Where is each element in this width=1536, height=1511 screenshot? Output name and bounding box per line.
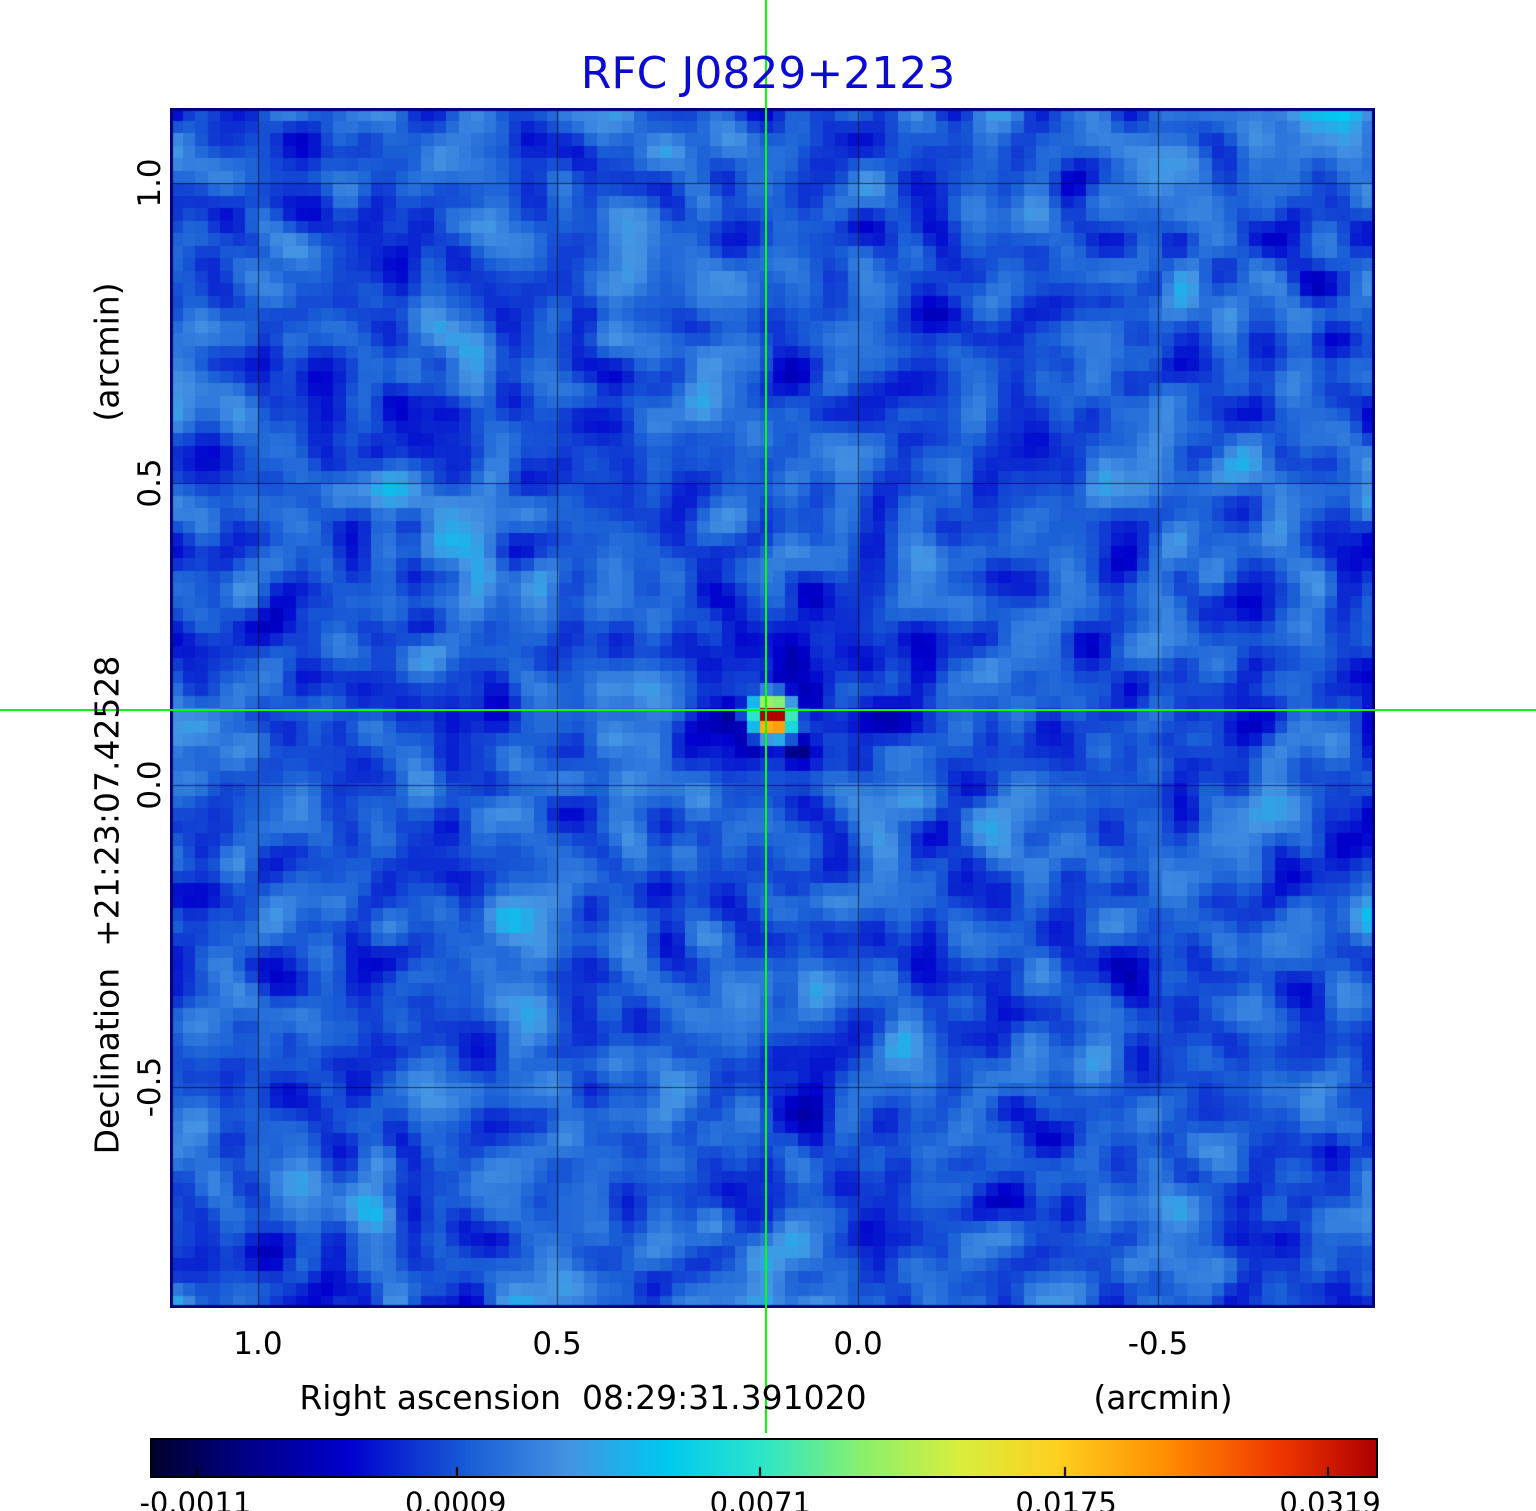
crosshair-vertical-line [765, 0, 767, 1433]
x-axis-tick-label: 0.0 [833, 1326, 883, 1362]
crosshair-horizontal-line [0, 709, 1536, 711]
colorbar-gradient-canvas [152, 1440, 1376, 1476]
colorbar-tick-label: -0.0011 [139, 1486, 252, 1511]
colorbar-tick-label: 0.0175 [1015, 1486, 1117, 1511]
y-axis-unit-label: (arcmin) [87, 282, 127, 422]
colorbar [150, 1438, 1378, 1478]
colorbar-tick-label: 0.0009 [405, 1486, 507, 1511]
colorbar-tick-label: 0.0319 [1279, 1486, 1381, 1511]
sky-map-frame [170, 108, 1375, 1308]
x-axis-unit-label: (arcmin) [1093, 1378, 1233, 1417]
x-axis-label-right-ascension: Right ascension 08:29:31.391020 [299, 1378, 867, 1417]
sky-map-canvas [170, 108, 1375, 1308]
y-axis-tick-label: -0.5 [132, 1056, 168, 1118]
x-axis-tick-label: 1.0 [233, 1326, 283, 1362]
y-axis-tick-label: 1.0 [132, 158, 168, 208]
colorbar-tick-label: 0.0071 [709, 1486, 812, 1511]
y-axis-label-declination: Declination +21:23:07.42528 [87, 655, 127, 1155]
x-axis-tick-label: -0.5 [1127, 1326, 1189, 1362]
y-axis-tick-label: 0.0 [132, 760, 168, 810]
x-axis-tick-label: 0.5 [532, 1326, 582, 1362]
y-axis-tick-label: 0.5 [132, 458, 168, 508]
figure-title: RFC J0829+2123 [580, 48, 956, 99]
